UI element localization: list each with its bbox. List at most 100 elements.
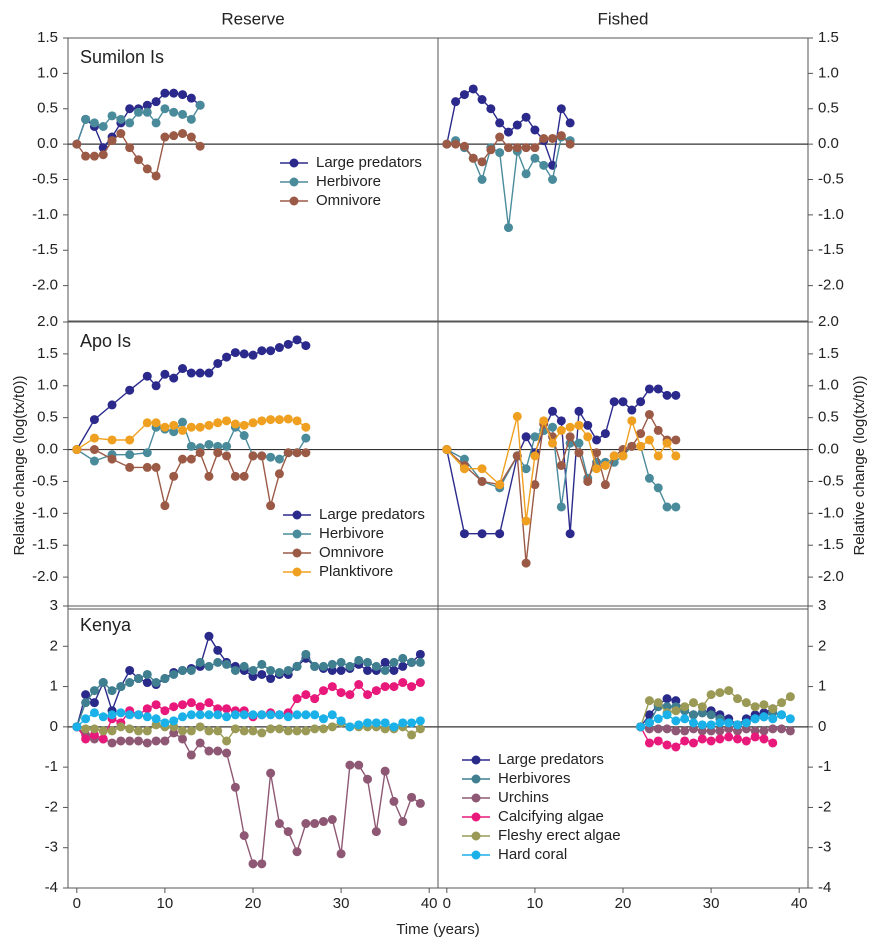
data-point [81, 724, 91, 734]
data-point [160, 132, 170, 142]
data-point [186, 665, 196, 675]
data-point [697, 720, 707, 730]
data-point [768, 738, 778, 748]
data-point [186, 132, 196, 142]
data-point [468, 153, 478, 163]
data-point [133, 674, 143, 684]
panel-frame [67, 605, 439, 889]
data-point [292, 335, 302, 345]
data-point [257, 728, 267, 738]
y-tick-label: -2 [818, 798, 831, 815]
data-point [301, 819, 311, 829]
y-tick-label: 1.5 [818, 345, 839, 362]
data-point [688, 710, 698, 720]
y-axis-label: Relative change (log(tx/t0)) [851, 375, 868, 555]
data-point [195, 448, 205, 458]
data-point [715, 734, 725, 744]
data-point [653, 451, 663, 461]
data-point [530, 153, 540, 163]
data-point [521, 143, 531, 153]
y-tick-label: -0.5 [818, 170, 844, 187]
y-tick-label: -1.0 [32, 206, 58, 223]
data-point [151, 714, 161, 724]
data-point [468, 84, 478, 94]
data-point [98, 678, 108, 688]
data-point [336, 849, 346, 859]
data-point [178, 712, 188, 722]
y-tick-label: 2.0 [37, 313, 58, 330]
data-point [688, 738, 698, 748]
data-point [565, 422, 575, 432]
data-point [592, 464, 602, 474]
data-point [195, 657, 205, 667]
data-point [301, 422, 311, 432]
data-point [486, 104, 496, 114]
data-point [398, 817, 408, 827]
data-point [636, 441, 646, 451]
data-point [257, 859, 267, 869]
y-tick-label: 0.5 [37, 409, 58, 426]
data-point [292, 694, 302, 704]
data-point [495, 132, 505, 142]
data-point [213, 710, 223, 720]
data-point [777, 710, 787, 720]
data-point [318, 714, 328, 724]
data-point [239, 420, 249, 430]
data-point [741, 736, 751, 746]
data-point [195, 100, 205, 110]
data-point [151, 171, 161, 181]
data-point [371, 718, 381, 728]
data-point [539, 160, 549, 170]
data-point [204, 420, 214, 430]
data-point [213, 746, 223, 756]
data-point [583, 432, 593, 442]
data-point [459, 529, 469, 539]
data-point [301, 448, 311, 458]
data-point [239, 726, 249, 736]
data-point [213, 448, 223, 458]
panel-label: Kenya [80, 615, 132, 635]
data-point [160, 369, 170, 379]
data-point [98, 712, 108, 722]
data-point [653, 724, 663, 734]
data-point [160, 736, 170, 746]
data-point [72, 445, 82, 455]
y-tick-label: 2 [50, 637, 58, 654]
data-point [230, 724, 240, 734]
y-tick-label: -0.5 [32, 170, 58, 187]
data-point [89, 456, 99, 466]
data-point [151, 678, 161, 688]
data-point [741, 718, 751, 728]
data-point [186, 93, 196, 103]
data-point [785, 714, 795, 724]
data-point [195, 702, 205, 712]
y-tick-label: -0.5 [818, 472, 844, 489]
data-point [318, 817, 328, 827]
data-point [653, 384, 663, 394]
data-point [125, 724, 135, 734]
data-point [354, 680, 364, 690]
data-point [345, 690, 355, 700]
data-point [759, 734, 769, 744]
data-point [627, 441, 637, 451]
y-tick-label: -2.0 [32, 277, 58, 294]
y-tick-label: 0.5 [818, 409, 839, 426]
data-point [248, 726, 258, 736]
data-point [521, 464, 531, 474]
data-point [178, 129, 188, 139]
data-point [160, 104, 170, 114]
legend-label: Large predators [319, 506, 425, 523]
data-point [477, 476, 487, 486]
panel-frame [437, 37, 809, 322]
data-point [283, 726, 293, 736]
data-point [380, 682, 390, 692]
data-point [266, 768, 276, 778]
data-point [363, 774, 373, 784]
data-point [565, 432, 575, 442]
data-point [142, 100, 152, 110]
data-point [186, 441, 196, 451]
data-point [318, 724, 328, 734]
data-point [204, 471, 214, 481]
data-point [363, 665, 373, 675]
data-point [195, 422, 205, 432]
